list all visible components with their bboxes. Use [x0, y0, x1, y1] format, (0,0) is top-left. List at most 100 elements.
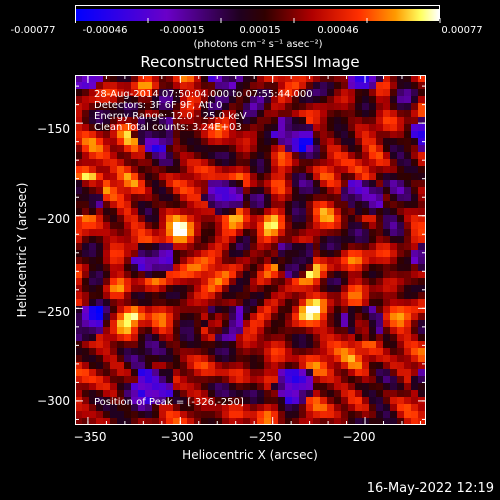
heatmap-cell	[292, 110, 299, 117]
heatmap-cell	[327, 250, 334, 257]
heatmap-cell	[187, 299, 194, 306]
heatmap-cell	[250, 89, 257, 96]
heatmap-cell	[173, 173, 180, 180]
heatmap-cell	[124, 82, 131, 89]
heatmap-cell	[362, 103, 369, 110]
heatmap-cell	[327, 194, 334, 201]
heatmap-cell	[194, 117, 201, 124]
heatmap-cell	[187, 75, 194, 82]
heatmap-cell	[173, 152, 180, 159]
heatmap-cell	[362, 411, 369, 418]
heatmap-cell	[243, 201, 250, 208]
heatmap-cell	[355, 159, 362, 166]
heatmap-cell	[306, 292, 313, 299]
heatmap-cell	[131, 138, 138, 145]
heatmap-cell	[236, 292, 243, 299]
heatmap-cell	[348, 166, 355, 173]
heatmap-cell	[201, 145, 208, 152]
heatmap-cell	[348, 320, 355, 327]
heatmap-cell	[152, 250, 159, 257]
heatmap-cell	[124, 327, 131, 334]
heatmap-cell	[194, 131, 201, 138]
heatmap-cell	[299, 404, 306, 411]
heatmap-cell	[348, 89, 355, 96]
heatmap-cell	[96, 278, 103, 285]
heatmap-cell	[159, 285, 166, 292]
heatmap-cell	[376, 103, 383, 110]
heatmap-cell	[166, 173, 173, 180]
heatmap-cell	[110, 187, 117, 194]
heatmap-cell	[390, 229, 397, 236]
heatmap-cell	[117, 75, 124, 82]
heatmap-cell	[411, 362, 418, 369]
heatmap-cell	[271, 222, 278, 229]
heatmap-cell	[299, 110, 306, 117]
heatmap-cell	[390, 278, 397, 285]
heatmap-cell	[397, 145, 404, 152]
heatmap-cell	[404, 257, 411, 264]
heatmap-cell	[187, 187, 194, 194]
heatmap-cell	[222, 264, 229, 271]
heatmap-cell	[257, 369, 264, 376]
heatmap-cell	[82, 180, 89, 187]
heatmap-cell	[327, 159, 334, 166]
heatmap-cell	[397, 180, 404, 187]
heatmap-cell	[222, 166, 229, 173]
heatmap-cell	[166, 187, 173, 194]
heatmap-cell	[271, 243, 278, 250]
heatmap-cell	[278, 166, 285, 173]
heatmap-cell	[152, 194, 159, 201]
heatmap-cell	[103, 152, 110, 159]
heatmap-cell	[306, 215, 313, 222]
heatmap-cell	[201, 236, 208, 243]
heatmap-cell	[187, 390, 194, 397]
heatmap-cell	[89, 334, 96, 341]
heatmap-cell	[341, 341, 348, 348]
y-tick-label: −200	[37, 212, 70, 226]
heatmap-cell	[320, 285, 327, 292]
heatmap-cell	[75, 187, 82, 194]
heatmap-cell	[299, 383, 306, 390]
heatmap-cell	[103, 313, 110, 320]
heatmap-cell	[124, 159, 131, 166]
heatmap-cell	[376, 362, 383, 369]
heatmap-cell	[145, 96, 152, 103]
heatmap-cell	[306, 96, 313, 103]
heatmap-cell	[159, 117, 166, 124]
heatmap-cell	[327, 376, 334, 383]
heatmap-cell	[348, 271, 355, 278]
y-tick-label: −150	[37, 122, 70, 136]
heatmap-cell	[96, 390, 103, 397]
heatmap-cell	[124, 397, 131, 404]
heatmap-cell	[285, 103, 292, 110]
heatmap-cell	[397, 96, 404, 103]
heatmap-cell	[124, 236, 131, 243]
heatmap-cell	[152, 173, 159, 180]
heatmap-cell	[166, 411, 173, 418]
heatmap-cell	[383, 243, 390, 250]
heatmap-cell	[110, 285, 117, 292]
heatmap-cell	[75, 96, 82, 103]
heatmap-cell	[229, 313, 236, 320]
heatmap-cell	[187, 292, 194, 299]
heatmap-cell	[369, 271, 376, 278]
heatmap-cell	[208, 327, 215, 334]
heatmap-cell	[243, 418, 250, 425]
heatmap-cell	[341, 313, 348, 320]
heatmap-cell	[201, 397, 208, 404]
heatmap-cell	[124, 390, 131, 397]
heatmap-cell	[131, 257, 138, 264]
heatmap-cell	[390, 411, 397, 418]
heatmap-cell	[362, 376, 369, 383]
heatmap-cell	[334, 306, 341, 313]
heatmap-cell	[236, 334, 243, 341]
heatmap-cell	[194, 124, 201, 131]
heatmap-cell	[285, 194, 292, 201]
heatmap-cell	[89, 145, 96, 152]
heatmap-cell	[327, 222, 334, 229]
heatmap-cell	[117, 229, 124, 236]
heatmap-cell	[180, 124, 187, 131]
heatmap-cell	[82, 341, 89, 348]
heatmap-cell	[166, 327, 173, 334]
heatmap-cell	[208, 222, 215, 229]
